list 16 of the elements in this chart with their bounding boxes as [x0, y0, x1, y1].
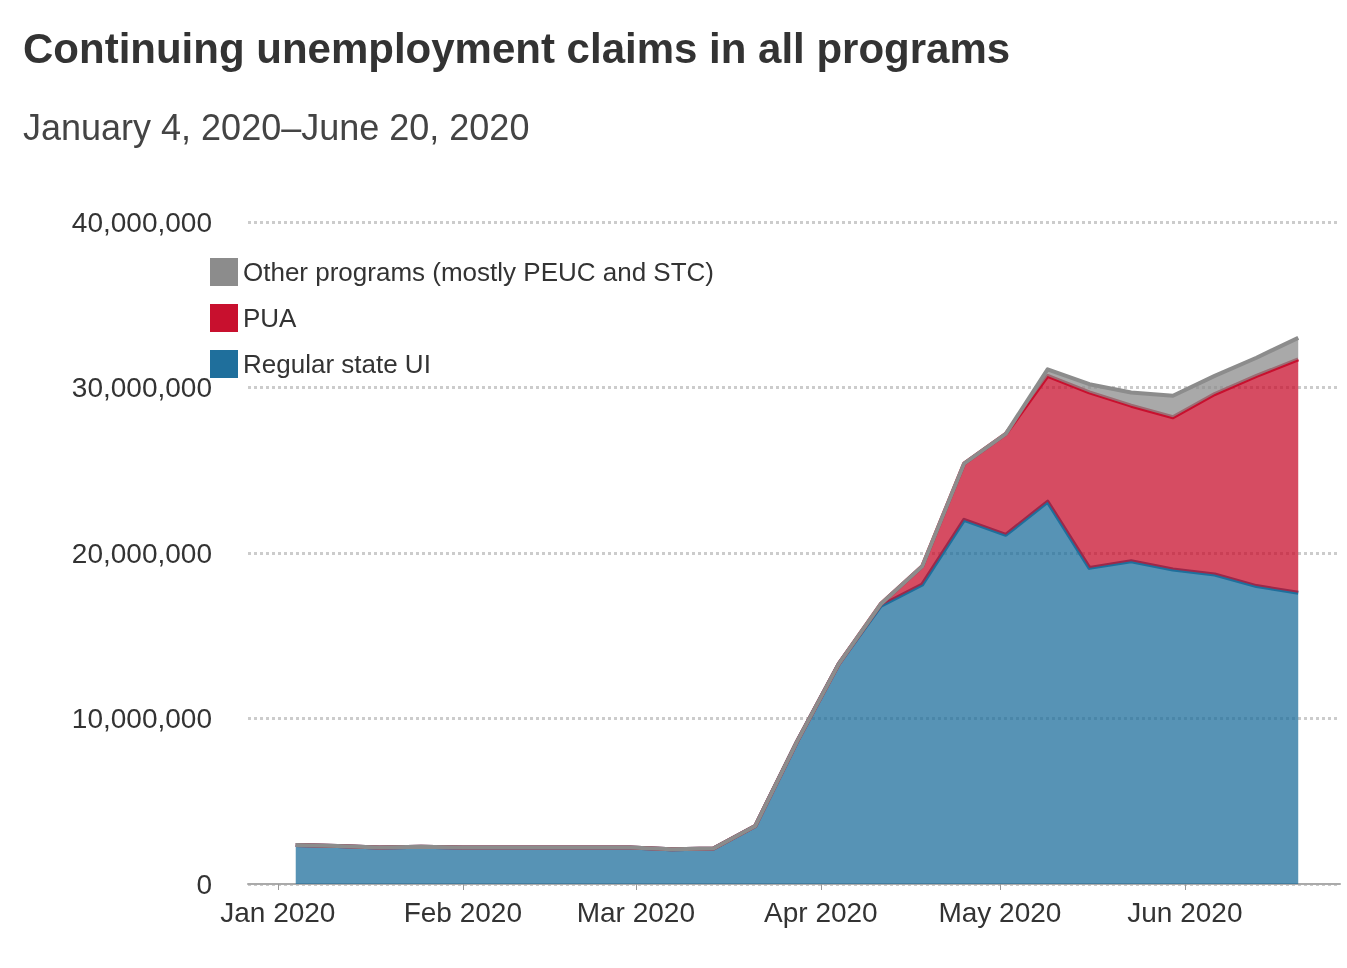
legend-label: PUA — [243, 303, 298, 333]
y-tick-label: 10,000,000 — [71, 703, 212, 734]
y-tick-label: 0 — [196, 868, 212, 900]
chart-subtitle: January 4, 2020–June 20, 2020 — [23, 106, 530, 148]
legend-label: Regular state UI — [243, 349, 431, 379]
x-tick-label: May 2020 — [938, 896, 1062, 928]
x-tick-label: Feb 2020 — [403, 896, 522, 928]
x-tick-label: Jun 2020 — [1127, 896, 1243, 928]
x-tick-label: Jan 2020 — [220, 896, 336, 928]
chart-title: Continuing unemployment claims in all programs — [23, 24, 1011, 72]
y-tick-label: 30,000,000 — [71, 372, 212, 403]
x-tick-label: Mar 2020 — [576, 896, 696, 928]
legend-label: Other programs (mostly PEUC and STC) — [243, 257, 715, 287]
x-tick-label: Apr 2020 — [764, 896, 878, 928]
y-tick-label: 40,000,000 — [71, 206, 212, 238]
y-tick-label: 20,000,000 — [71, 537, 212, 569]
